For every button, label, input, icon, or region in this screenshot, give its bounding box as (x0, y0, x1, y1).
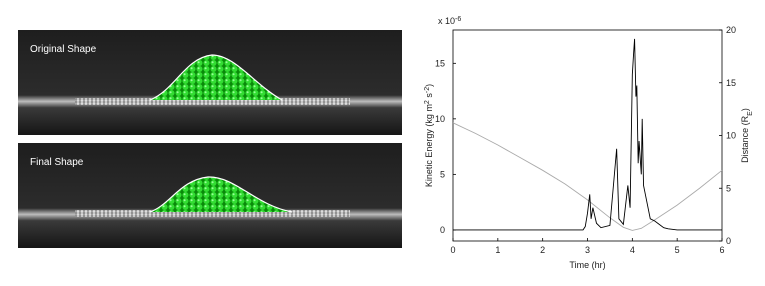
x-tick-label: 1 (495, 245, 500, 255)
y2-tick-label: 5 (726, 183, 731, 193)
label-part: Kinetic Energy (kg m (424, 104, 434, 187)
panel-bottom: Final Shape (18, 143, 402, 248)
y-tick-label: 0 (440, 225, 445, 235)
label-part: s (424, 93, 434, 101)
label-part: -6 (455, 16, 461, 23)
label-part: E (747, 111, 754, 116)
x-tick-label: 4 (630, 245, 635, 255)
label-part: Distance (R (740, 115, 750, 163)
panel-label: Final Shape (30, 157, 84, 168)
label-part: 2 (424, 100, 431, 104)
y-tick-label: 10 (435, 114, 445, 124)
y2-tick-label: 15 (726, 78, 736, 88)
series-line (452, 122, 723, 231)
x-tick-label: 5 (675, 245, 680, 255)
y2-tick-label: 20 (726, 25, 736, 35)
x-axis-label: Time (hr) (569, 260, 605, 270)
axis-label: Distance (RE) (740, 108, 754, 163)
label-part: x 10 (438, 16, 455, 26)
panel-top: Original Shape (18, 30, 402, 135)
panel-label: Original Shape (30, 44, 97, 55)
label-part: -2 (424, 87, 431, 93)
label-part: ) (740, 108, 750, 111)
x-tick-label: 3 (585, 245, 590, 255)
y-tick-label: 5 (440, 169, 445, 179)
x-tick-label: 0 (450, 245, 455, 255)
y2-tick-label: 10 (726, 131, 736, 141)
y2-tick-label: 0 (726, 236, 731, 246)
x-tick-label: 2 (540, 245, 545, 255)
plot-frame (452, 29, 723, 242)
series-line (453, 38, 722, 231)
axis-label: x 10-6 (438, 16, 461, 27)
y-tick-label: 15 (435, 58, 445, 68)
axis-label: Kinetic Energy (kg m2 s-2) (424, 84, 435, 187)
label-part: ) (424, 84, 434, 87)
x-tick-label: 6 (719, 245, 724, 255)
